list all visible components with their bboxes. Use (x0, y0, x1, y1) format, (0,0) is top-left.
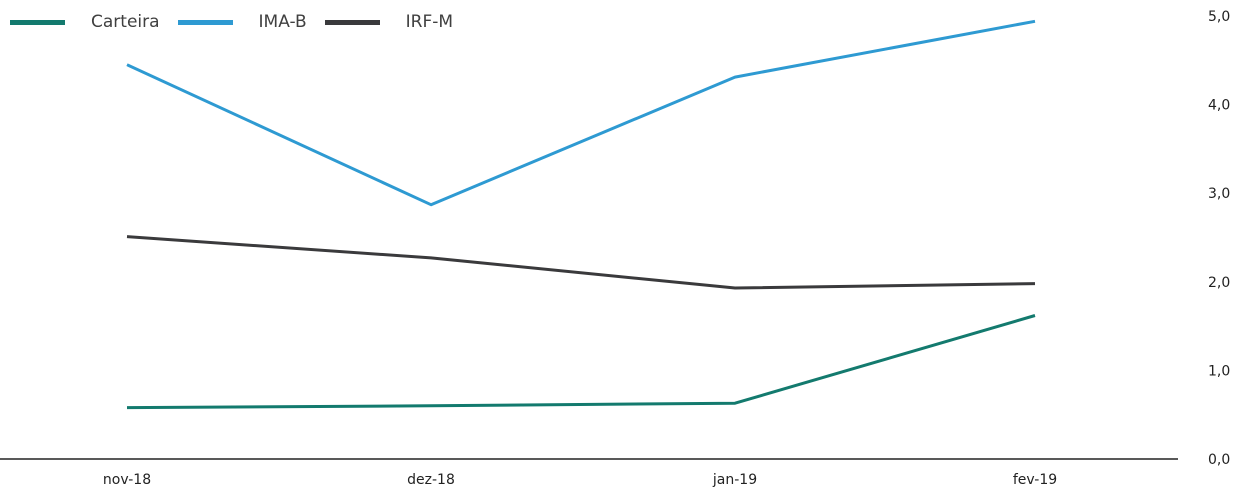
legend: Carteira IMA-B IRF-M (10, 12, 471, 32)
series-line-carteira (126, 314, 1036, 410)
series-line-ima-b (126, 19, 1036, 207)
legend-swatch-ima-b (177, 19, 233, 25)
x-tick-label: fev-19 (1013, 472, 1057, 488)
legend-swatch-irf-m (324, 19, 380, 25)
legend-label-irf-m: IRF-M (405, 12, 454, 32)
y-tick-label: 1,0 (1208, 363, 1230, 379)
x-tick-label: jan-19 (712, 472, 757, 488)
legend-item-irf-m: IRF-M (324, 12, 454, 32)
legend-label-ima-b: IMA-B (258, 12, 307, 32)
legend-swatch-carteira (10, 19, 65, 25)
x-tick-label: nov-18 (103, 472, 151, 488)
y-tick-label: 3,0 (1208, 186, 1230, 202)
y-tick-label: 5,0 (1208, 9, 1230, 25)
series-line-irf-m (126, 235, 1036, 290)
y-tick-label: 0,0 (1208, 452, 1230, 468)
y-tick-label: 4,0 (1208, 98, 1230, 114)
legend-item-carteira: Carteira (10, 12, 160, 32)
legend-label-carteira: Carteira (91, 12, 160, 32)
legend-item-ima-b: IMA-B (177, 12, 307, 32)
x-tick-label: dez-18 (407, 472, 455, 488)
y-tick-label: 2,0 (1208, 275, 1230, 291)
